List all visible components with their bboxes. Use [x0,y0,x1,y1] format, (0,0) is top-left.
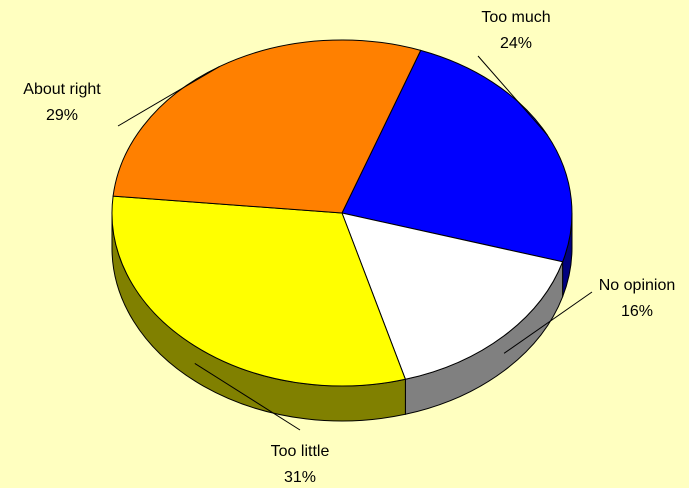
slice-label-too-little: Too little [271,443,330,460]
leader-line-no-opinion [503,291,593,354]
slice-value-about-right: 29% [46,107,78,124]
slice-label-about-right: About right [23,81,101,98]
slice-label-too-much: Too much [481,9,550,26]
slice-value-no-opinion: 16% [621,303,653,320]
pie-slices [111,39,573,387]
leader-line-about-right [117,66,220,127]
leader-line-too-little [194,362,301,431]
leader-lines [117,55,593,431]
leader-line-too-much [477,55,548,136]
slice-label-no-opinion: No opinion [599,277,676,294]
pie-slice-no-opinion [341,212,564,380]
pie-slice-too-little [111,195,407,387]
slice-value-too-little: 31% [284,469,316,486]
slice-value-too-much: 24% [500,35,532,52]
